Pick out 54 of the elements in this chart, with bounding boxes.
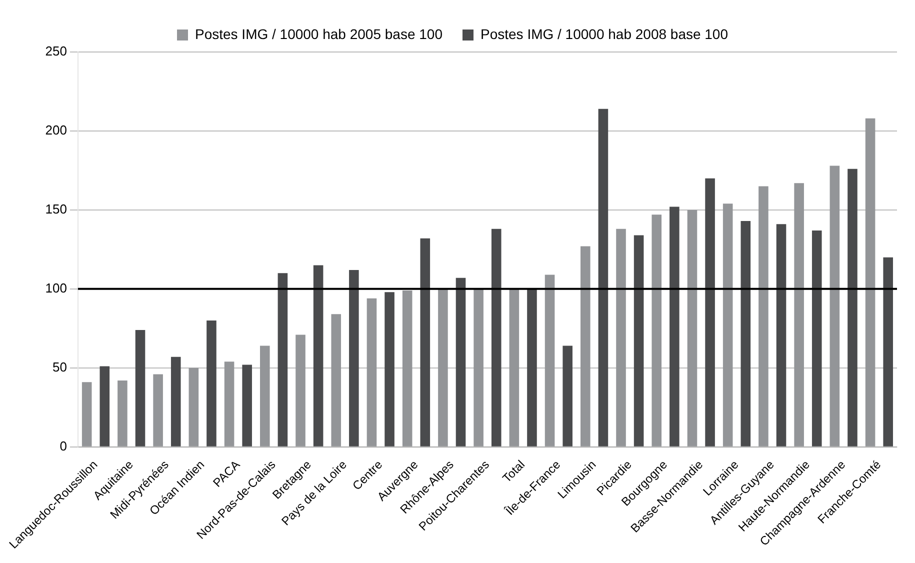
y-tick-label: 150 — [45, 202, 67, 217]
bar — [135, 330, 146, 446]
bar — [652, 214, 662, 446]
bar — [402, 290, 412, 446]
bar — [474, 288, 484, 446]
bar — [296, 334, 306, 446]
bar — [313, 265, 324, 446]
bar — [687, 210, 698, 446]
legend-label: Postes IMG / 10000 hab 2008 base 100 — [480, 26, 728, 42]
y-tick-label: 250 — [45, 44, 67, 59]
bar — [491, 228, 502, 446]
bar — [438, 288, 448, 446]
bar — [170, 356, 181, 446]
bar — [776, 224, 786, 446]
legend-label: Postes IMG / 10000 hab 2005 base 100 — [194, 26, 443, 42]
bar — [527, 288, 537, 446]
bar — [705, 178, 715, 446]
bar — [544, 274, 555, 446]
y-tick-label: 50 — [52, 359, 67, 374]
bar — [118, 380, 128, 446]
bar — [206, 320, 216, 446]
bar — [758, 186, 768, 446]
bar — [384, 292, 394, 446]
bar — [456, 278, 466, 446]
bar — [100, 366, 110, 446]
bar — [740, 220, 751, 446]
bar — [670, 206, 680, 446]
y-tick-label: 100 — [45, 280, 67, 296]
bar — [883, 257, 893, 446]
bar — [331, 314, 342, 446]
bar — [153, 374, 163, 446]
bar — [188, 368, 199, 446]
bar — [794, 183, 804, 446]
bar — [420, 238, 430, 446]
bar — [509, 288, 520, 446]
bar — [812, 230, 822, 446]
bar — [260, 346, 270, 446]
y-tick-label: 200 — [45, 122, 67, 138]
bar — [349, 270, 359, 446]
bar — [848, 168, 858, 446]
bar — [830, 166, 840, 446]
bar — [865, 118, 876, 446]
bar — [616, 228, 626, 446]
y-tick-label: 0 — [60, 438, 67, 454]
bar — [580, 246, 590, 446]
bar — [722, 204, 733, 446]
bar — [598, 108, 608, 446]
bar — [634, 235, 644, 446]
bar — [82, 382, 92, 446]
bar — [562, 346, 572, 446]
bar — [224, 362, 234, 446]
bar — [242, 364, 252, 446]
bar — [278, 273, 288, 446]
bar — [366, 298, 377, 446]
